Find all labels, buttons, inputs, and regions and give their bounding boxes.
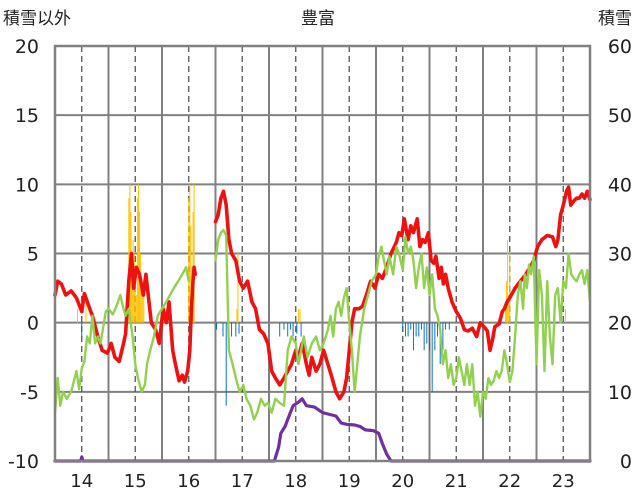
orange-bar bbox=[504, 308, 506, 323]
blue-bar bbox=[407, 322, 409, 337]
blue-bar bbox=[445, 322, 447, 330]
line-series bbox=[53, 185, 592, 463]
blue-bar bbox=[420, 322, 422, 330]
orange-bar bbox=[128, 198, 130, 323]
right-tick-label: 0 bbox=[620, 451, 632, 473]
x-tick-label: 14 bbox=[70, 471, 93, 492]
purple-series-line bbox=[53, 397, 592, 463]
blue-bar bbox=[434, 322, 436, 351]
right-tick-label: 60 bbox=[608, 36, 632, 58]
blue-bar bbox=[289, 322, 291, 330]
orange-bar bbox=[193, 184, 195, 323]
left-axis-title: 積雪以外 bbox=[3, 9, 71, 29]
left-tick-label: 5 bbox=[27, 244, 39, 266]
x-tick-label: 23 bbox=[552, 471, 575, 492]
blue-bar bbox=[410, 322, 412, 330]
orange-bar bbox=[190, 225, 192, 323]
blue-bar bbox=[300, 322, 302, 337]
blue-bar bbox=[418, 322, 420, 337]
chart-title: 豊富 bbox=[301, 9, 335, 29]
grid-lines bbox=[55, 46, 590, 461]
left-tick-label: -10 bbox=[8, 451, 39, 473]
blue-bar bbox=[292, 322, 294, 337]
blue-bar bbox=[437, 322, 439, 337]
orange-bar bbox=[134, 281, 136, 323]
left-tick-label: 20 bbox=[15, 36, 39, 58]
orange-bar bbox=[137, 184, 139, 323]
orange-bar bbox=[139, 212, 141, 323]
x-tick-label: 16 bbox=[177, 471, 200, 492]
green-series-line bbox=[53, 266, 190, 414]
left-tick-label: 10 bbox=[15, 174, 39, 196]
blue-bar bbox=[402, 322, 404, 330]
blue-bar bbox=[415, 322, 417, 337]
blue-bar bbox=[429, 322, 430, 351]
x-tick-label: 15 bbox=[124, 471, 147, 492]
x-tick-label: 21 bbox=[445, 471, 468, 492]
right-tick-label: 30 bbox=[608, 244, 632, 266]
orange-bar bbox=[85, 295, 87, 323]
right-axis-title: 積雪 bbox=[598, 9, 632, 29]
orange-bar bbox=[237, 253, 239, 323]
blue-bar bbox=[448, 322, 450, 330]
blue-bar bbox=[279, 322, 281, 337]
blue-bar bbox=[287, 322, 289, 337]
blue-bar bbox=[404, 322, 406, 337]
bar-series bbox=[76, 184, 566, 406]
orange-bar bbox=[299, 308, 301, 323]
blue-bar bbox=[412, 322, 414, 351]
orange-bar bbox=[141, 281, 143, 323]
orange-bar bbox=[297, 308, 299, 323]
blue-bar bbox=[442, 322, 444, 351]
x-tick-label: 22 bbox=[498, 471, 521, 492]
x-tick-label: 20 bbox=[391, 471, 414, 492]
orange-bar bbox=[508, 295, 510, 323]
blue-bar bbox=[431, 322, 433, 392]
orange-bar bbox=[188, 198, 190, 323]
left-tick-label: 15 bbox=[15, 105, 39, 127]
orange-bar bbox=[131, 267, 133, 323]
left-tick-label: 0 bbox=[27, 313, 39, 335]
right-tick-label: 50 bbox=[608, 105, 632, 127]
orange-bar bbox=[507, 239, 509, 323]
blue-bar bbox=[283, 322, 285, 330]
blue-bar bbox=[222, 322, 224, 337]
orange-bar bbox=[189, 184, 191, 323]
orange-bar bbox=[76, 308, 78, 323]
blue-bar bbox=[423, 322, 425, 351]
right-tick-label: 20 bbox=[608, 313, 632, 335]
blue-bar bbox=[216, 322, 218, 330]
green-series-line bbox=[214, 228, 592, 421]
x-tick-label: 19 bbox=[338, 471, 361, 492]
blue-bar bbox=[296, 322, 298, 334]
orange-bar bbox=[564, 308, 566, 323]
right-tick-label: 40 bbox=[608, 174, 632, 196]
orange-bar bbox=[509, 253, 511, 323]
right-tick-label: 10 bbox=[608, 382, 632, 404]
orange-bar bbox=[143, 295, 145, 323]
blue-bar bbox=[238, 322, 240, 334]
plot-frame bbox=[53, 44, 592, 463]
blue-bar bbox=[81, 322, 83, 337]
orange-bar bbox=[236, 308, 238, 323]
orange-bar bbox=[135, 295, 137, 323]
blue-bar bbox=[235, 322, 237, 337]
x-tick-label: 18 bbox=[284, 471, 307, 492]
blue-bar bbox=[225, 322, 227, 406]
red-series-line bbox=[53, 251, 197, 384]
blue-bar bbox=[426, 322, 428, 344]
orange-bar bbox=[136, 198, 138, 323]
left-tick-label: -5 bbox=[20, 382, 39, 404]
blue-bar bbox=[231, 322, 233, 337]
x-tick-label: 17 bbox=[231, 471, 254, 492]
orange-bar bbox=[142, 295, 144, 323]
